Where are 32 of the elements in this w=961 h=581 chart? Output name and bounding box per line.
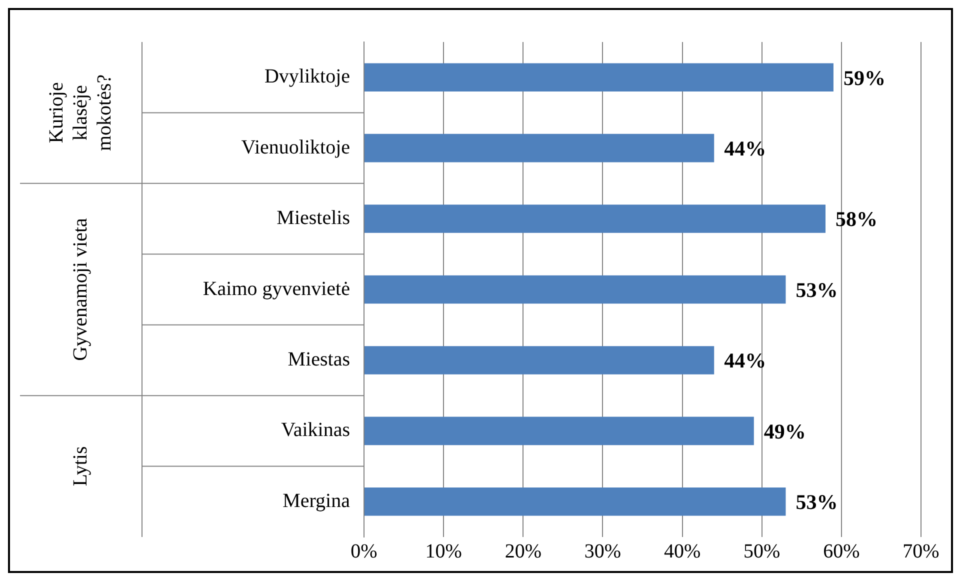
y-tick-label: Kaimo gyvenvietė <box>202 278 350 300</box>
x-tick-label: 50% <box>744 540 780 562</box>
data-label: 53% <box>796 490 838 514</box>
x-tick-label: 10% <box>425 540 462 562</box>
text: Lytis <box>69 446 92 486</box>
bar <box>364 416 754 446</box>
x-tick-label: 40% <box>664 540 701 562</box>
data-label: 59% <box>843 66 886 90</box>
bar <box>364 346 714 374</box>
bar <box>364 204 826 233</box>
x-tick-label: 0% <box>350 540 378 562</box>
x-tick-label: 60% <box>823 540 860 562</box>
text: Kurioje klasėje mokotės? <box>45 74 116 152</box>
x-tick-label: 70% <box>902 540 940 562</box>
bar <box>364 488 786 516</box>
y-tick-label: Miestas <box>288 348 350 370</box>
x-tick-label: 20% <box>504 540 542 562</box>
y-tick-label: Vaikinas <box>281 419 350 442</box>
y-tick-label: Vienuoliktoje <box>241 136 350 158</box>
data-label: 44% <box>724 348 766 373</box>
data-label: 44% <box>724 136 766 160</box>
bar <box>364 275 786 304</box>
text: Gyvenamoji vieta <box>69 218 92 361</box>
y-tick-label: Dvyliktoje <box>264 66 350 88</box>
y-tick-label: Mergina <box>282 490 350 512</box>
bar <box>364 134 714 162</box>
x-tick-label: 30% <box>584 540 622 562</box>
data-label: 49% <box>764 419 806 444</box>
y-tick-label: Miestelis <box>276 207 350 230</box>
bar <box>364 63 834 92</box>
data-label: 58% <box>836 207 878 232</box>
data-label: 53% <box>796 278 838 302</box>
